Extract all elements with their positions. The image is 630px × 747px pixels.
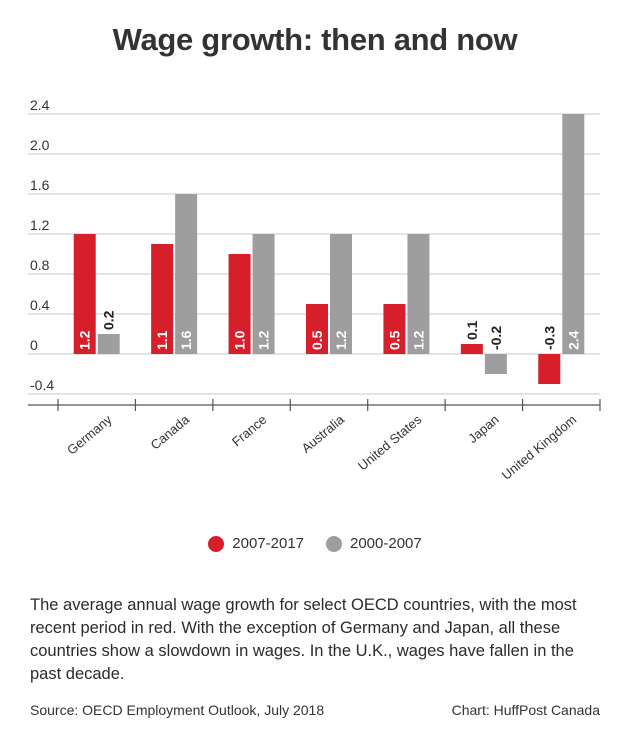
- value-label: 1.2: [256, 330, 272, 350]
- category-label: Japan: [465, 412, 502, 446]
- category-label: Canada: [148, 411, 193, 452]
- value-label: 1.6: [178, 330, 194, 350]
- value-label: 1.2: [77, 330, 93, 350]
- bar-2000-2007-japan: [484, 354, 507, 374]
- y-tick-label: 1.2: [30, 217, 50, 233]
- y-tick-label: 2.0: [30, 137, 50, 153]
- bar-chart: 2.4 2.0 1.6 1.2 0.8 0.4 0 -0.4 1.2 0.2 Germany 1.1 1…: [28, 97, 601, 483]
- bar-2007-2017-japan: [460, 344, 483, 354]
- bar-2007-2017-canada: [151, 244, 174, 354]
- y-tick-label: 1.6: [30, 177, 50, 193]
- bar-2007-2017-united-states: [383, 304, 406, 354]
- bar-2000-2007-france: [252, 234, 275, 354]
- legend-label-2007-2017: 2007-2017: [232, 535, 304, 552]
- bar-2000-2007-united-kingdom: [562, 114, 585, 354]
- legend-item-2000-2007: 2000-2007: [326, 535, 422, 552]
- bar-2000-2007-canada: [175, 194, 198, 354]
- value-label: 1.1: [154, 330, 170, 350]
- bar-2000-2007-australia: [330, 234, 352, 354]
- legend: 2007-2017 2000-2007: [0, 535, 630, 552]
- value-label: 1.2: [410, 330, 426, 350]
- y-tick-label: 2.4: [30, 97, 50, 113]
- value-label: -0.2: [488, 326, 504, 350]
- chart-description: The average annual wage growth for selec…: [30, 596, 577, 683]
- category-label: United Kingdom: [499, 412, 580, 483]
- bar-2000-2007-germany: [97, 334, 120, 354]
- value-label: -0.3: [541, 326, 557, 350]
- y-tick-label: 0.8: [30, 257, 50, 273]
- legend-red-dot: [208, 535, 225, 552]
- category-label: Germany: [64, 411, 115, 457]
- bar-2007-2017-united-kingdom: [538, 354, 561, 384]
- category-label: France: [229, 412, 270, 450]
- y-tick-label: 0.4: [30, 297, 50, 313]
- chart-title: Wage growth: then and now: [112, 22, 518, 57]
- legend-item-2007-2017: 2007-2017: [208, 535, 304, 552]
- bar-2007-2017-france: [228, 254, 251, 354]
- legend-label-2000-2007: 2000-2007: [350, 535, 422, 552]
- y-tick-label: 0: [30, 337, 38, 353]
- bar-2000-2007-united-states: [407, 234, 430, 354]
- category-label: United States: [355, 411, 425, 473]
- value-label: 1.0: [232, 330, 248, 350]
- value-label: 0.2: [101, 310, 117, 330]
- chart-credit: Chart: HuffPost Canada: [451, 702, 600, 718]
- value-label: 1.2: [333, 330, 349, 350]
- bar-2007-2017-australia: [306, 304, 328, 354]
- value-label: 2.4: [565, 330, 581, 350]
- value-label: 0.1: [464, 320, 480, 340]
- category-label: Australia: [299, 411, 348, 455]
- bar-2007-2017-germany: [73, 234, 96, 354]
- source-note: Source: OECD Employment Outlook, July 20…: [30, 702, 325, 718]
- value-label: 0.5: [386, 330, 402, 350]
- value-label: 0.5: [309, 330, 325, 350]
- y-tick-label: -0.4: [30, 377, 54, 393]
- legend-gray-dot: [326, 535, 342, 552]
